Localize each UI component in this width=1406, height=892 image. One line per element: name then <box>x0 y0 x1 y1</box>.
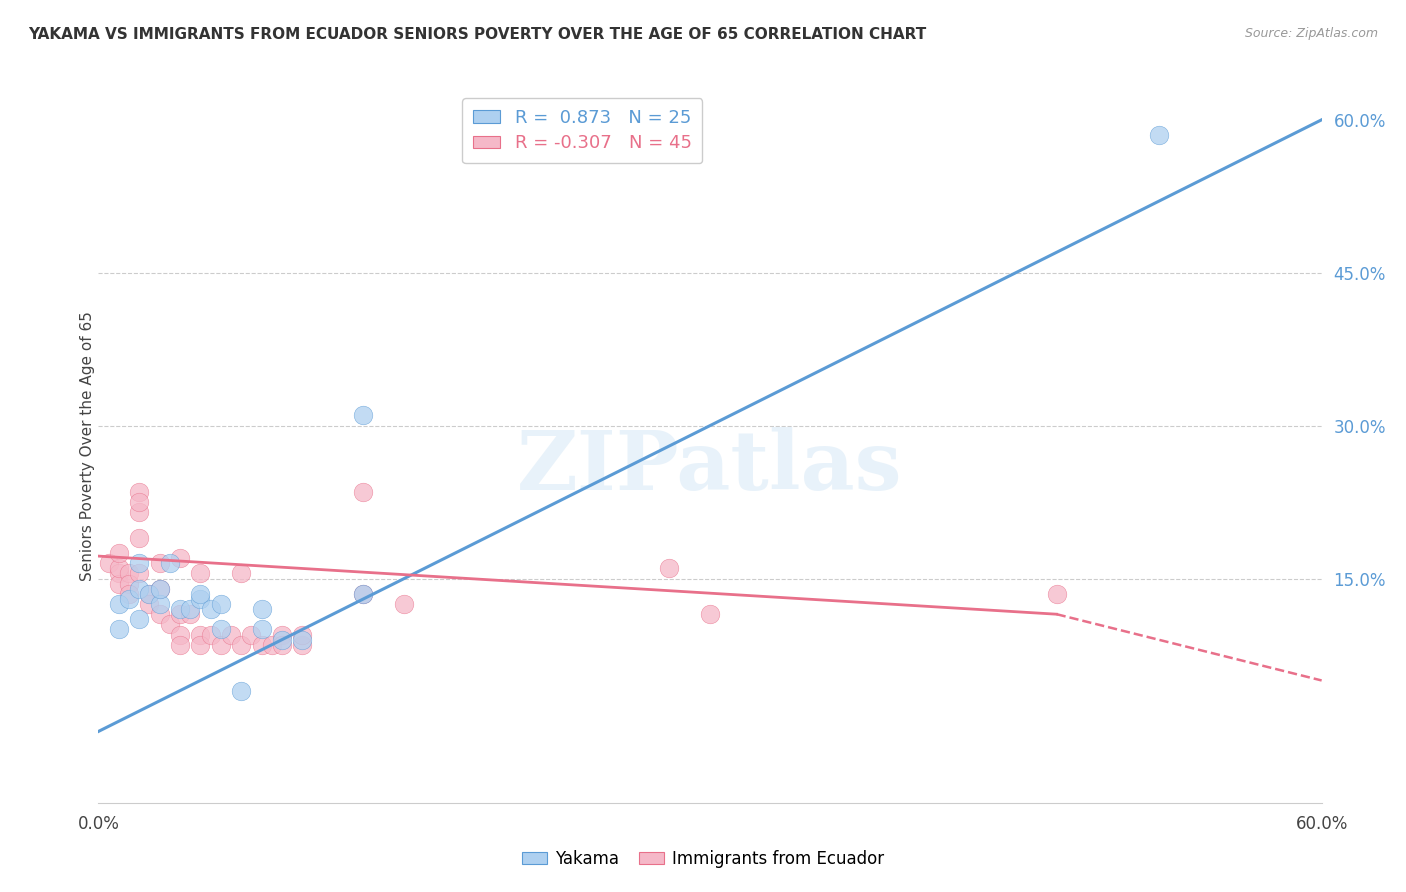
Point <box>392 597 416 611</box>
Point <box>128 484 150 499</box>
Point <box>231 638 253 652</box>
Point <box>270 638 294 652</box>
Y-axis label: Seniors Poverty Over the Age of 65: Seniors Poverty Over the Age of 65 <box>80 311 94 581</box>
Point <box>128 556 150 570</box>
Point <box>108 546 131 560</box>
Point <box>138 597 160 611</box>
Point <box>231 683 253 698</box>
Point <box>291 632 314 647</box>
Text: ZIPatlas: ZIPatlas <box>517 427 903 508</box>
Point <box>658 561 681 575</box>
Legend: Yakama, Immigrants from Ecuador: Yakama, Immigrants from Ecuador <box>515 844 891 875</box>
Point <box>118 576 141 591</box>
Point <box>169 627 191 641</box>
Point <box>219 627 242 641</box>
Point <box>128 566 150 581</box>
Point <box>128 495 150 509</box>
Point <box>149 582 172 596</box>
Point <box>118 587 141 601</box>
Point <box>159 617 181 632</box>
Point <box>200 627 222 641</box>
Point <box>149 582 172 596</box>
Point <box>352 484 374 499</box>
Point <box>250 638 273 652</box>
Point <box>188 566 212 581</box>
Point <box>352 587 374 601</box>
Point <box>270 632 294 647</box>
Point <box>169 602 191 616</box>
Point <box>270 627 294 641</box>
Point <box>352 409 374 423</box>
Point <box>108 623 131 637</box>
Point <box>200 602 222 616</box>
Point <box>118 591 141 606</box>
Point <box>209 597 232 611</box>
Point <box>138 587 160 601</box>
Point <box>1045 587 1069 601</box>
Point <box>128 582 150 596</box>
Point <box>128 505 150 519</box>
Point <box>108 566 131 581</box>
Point <box>250 602 273 616</box>
Legend: R =  0.873   N = 25, R = -0.307   N = 45: R = 0.873 N = 25, R = -0.307 N = 45 <box>463 98 703 163</box>
Point <box>159 556 181 570</box>
Point <box>149 607 172 622</box>
Point <box>250 623 273 637</box>
Point <box>240 627 263 641</box>
Point <box>1147 128 1170 142</box>
Point <box>260 638 283 652</box>
Point <box>108 561 131 575</box>
Point <box>231 566 253 581</box>
Point <box>128 612 150 626</box>
Point <box>188 638 212 652</box>
Point <box>291 638 314 652</box>
Point <box>169 607 191 622</box>
Point <box>209 638 232 652</box>
Point <box>188 591 212 606</box>
Text: YAKAMA VS IMMIGRANTS FROM ECUADOR SENIORS POVERTY OVER THE AGE OF 65 CORRELATION: YAKAMA VS IMMIGRANTS FROM ECUADOR SENIOR… <box>28 27 927 42</box>
Point <box>118 566 141 581</box>
Text: Source: ZipAtlas.com: Source: ZipAtlas.com <box>1244 27 1378 40</box>
Point <box>352 587 374 601</box>
Point <box>138 587 160 601</box>
Point <box>188 627 212 641</box>
Point <box>179 607 201 622</box>
Point <box>108 576 131 591</box>
Point <box>108 597 131 611</box>
Point <box>699 607 721 622</box>
Point <box>149 597 172 611</box>
Point <box>291 627 314 641</box>
Point <box>97 556 120 570</box>
Point <box>169 551 191 566</box>
Point <box>188 587 212 601</box>
Point <box>169 638 191 652</box>
Point <box>179 602 201 616</box>
Point <box>209 623 232 637</box>
Point <box>149 556 172 570</box>
Point <box>128 531 150 545</box>
